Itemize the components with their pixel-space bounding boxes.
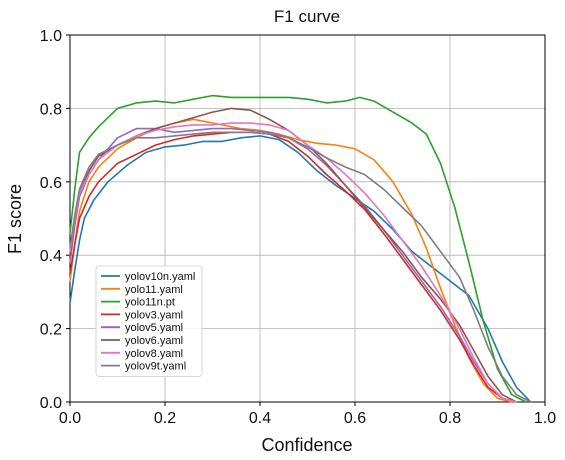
series-lines (69, 94, 532, 403)
x-tick-label: 0.8 (439, 410, 461, 427)
series-line-yolo11n-pt (69, 94, 527, 403)
x-tick-label: 0.4 (249, 410, 271, 427)
chart-title: F1 curve (274, 7, 340, 26)
x-tick-label: 1.0 (534, 410, 556, 427)
y-tick-label: 0.4 (40, 248, 62, 265)
legend-box (95, 265, 203, 377)
x-axis-label: Confidence (261, 435, 352, 455)
legend-entry-label: yolov5.yaml (125, 322, 183, 334)
legend-entry-label: yolo11n.pt (125, 297, 175, 309)
y-tick-label: 0.8 (40, 101, 62, 118)
series-line-yolov10n-yaml (69, 135, 532, 403)
y-tick-label: 0.6 (40, 175, 62, 192)
plot-frame (69, 34, 546, 403)
legend-entry-label: yolov9t.yaml (125, 361, 186, 373)
series-line-yolov9t-yaml (69, 131, 532, 403)
legend-entry-label: yolov3.yaml (125, 309, 183, 321)
axes: 0.0 0.2 0.4 0.6 0.8 1.0 0.0 0.2 0.4 0.6 0.8 1.0 (40, 28, 556, 427)
legend-entry-label: yolov10n.yaml (125, 271, 195, 283)
x-tick-label: 0.2 (154, 410, 176, 427)
legend-entry-label: yolov6.yaml (125, 335, 183, 347)
y-tick-label: 0.0 (40, 395, 62, 412)
x-tick-label: 0.0 (59, 410, 81, 427)
legend: yolov10n.yamlyolo11.yamlyolo11n.ptyolov3… (95, 265, 203, 377)
legend-entry-label: yolo11.yaml (125, 284, 183, 296)
x-tick-label: 0.6 (344, 410, 366, 427)
y-axis-label: F1 score (5, 184, 25, 254)
y-tick-label: 0.2 (40, 322, 62, 339)
y-tick-label: 1.0 (40, 28, 62, 45)
series-line-yolo11-yaml (69, 118, 513, 403)
series-line-yolov3-yaml (69, 131, 518, 403)
series-line-yolov5-yaml (69, 127, 518, 403)
legend-entry-label: yolov8.yaml (125, 348, 183, 360)
series-line-yolov8-yaml (69, 122, 518, 403)
